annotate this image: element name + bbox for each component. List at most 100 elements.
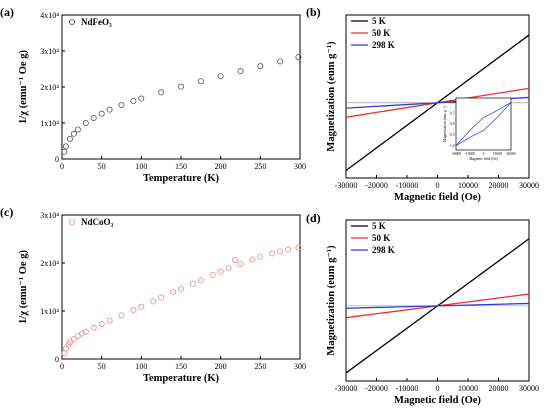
data-point — [74, 126, 81, 133]
data-point — [138, 95, 145, 102]
data-point — [62, 143, 69, 150]
x-tick-label: -30000 — [335, 384, 358, 393]
inset-x-tick-label: 15000 — [493, 152, 502, 156]
x-tick-label: 10000 — [458, 384, 478, 393]
inset-y-tick-label: -1.0 — [449, 144, 455, 148]
inset-y-tick-label: 0.0 — [450, 122, 455, 126]
x-tick-label: 30000 — [519, 181, 539, 190]
x-tick-label: 10000 — [458, 181, 478, 190]
inset-x-tick-label: -15000 — [465, 152, 475, 156]
y-axis-title: 1/χ (emu⁻¹ Oe g) — [18, 50, 29, 124]
x-tick-label: 50 — [98, 362, 106, 371]
x-axis-title: Temperature (K) — [143, 373, 220, 384]
data-point — [197, 78, 204, 85]
x-tick-label: -30000 — [335, 181, 358, 190]
data-point — [118, 312, 125, 319]
panel-label: (b) — [306, 5, 321, 19]
chart-panel: (c) 0 50 100 150 200 250 300 0 1x10⁴ 2x10⁴ 3x10⁴ Tem… — [0, 205, 306, 384]
data-point — [231, 257, 238, 264]
data-point — [257, 253, 264, 260]
y-axis-title: Magnetization (eum g⁻¹) — [326, 245, 337, 356]
data-point — [66, 135, 73, 142]
plot-frame — [61, 214, 301, 360]
y-axis-title: Magnetization (eum g⁻¹) — [326, 41, 337, 152]
data-point — [158, 294, 165, 301]
data-point — [90, 114, 97, 121]
legend-marker — [69, 18, 76, 25]
data-point — [150, 298, 157, 305]
panel-label: (d) — [306, 211, 321, 225]
legend-label: 50 K — [372, 28, 390, 38]
y-tick-label: 1x10⁴ — [40, 119, 59, 128]
y-axis-title: 1/χ (emu⁻¹ Oe g) — [18, 250, 29, 324]
data-point — [82, 120, 89, 127]
y-tick-label: 4x10⁴ — [40, 11, 59, 20]
data-point — [237, 68, 244, 75]
y-tick-label: 0 — [55, 155, 59, 164]
data-point — [170, 289, 177, 296]
inset-loop-lower — [455, 102, 512, 146]
legend-label: 5 K — [372, 16, 386, 26]
inset-chart: -30000 -15000 0 15000 30000 -1.0 -0.5 0.0 0.5 1.0… — [443, 97, 516, 161]
inset-x-tick-label: 0 — [483, 152, 485, 156]
y-tick-label: 2x10⁴ — [40, 83, 59, 92]
x-tick-label: 200 — [215, 162, 227, 171]
panel-label: (a) — [0, 5, 14, 19]
data-point — [106, 106, 113, 113]
data-point — [106, 317, 113, 324]
data-point — [98, 110, 105, 117]
legend-label: NdCoO₃ — [81, 217, 114, 227]
data-point — [217, 268, 224, 275]
data-point — [98, 320, 105, 327]
x-tick-label: -10000 — [396, 181, 419, 190]
chart-panel: (a) 0 50 100 150 200 250 300 0 1x10⁴ 2x10⁴ 3x10⁴ 4x1… — [0, 5, 306, 184]
data-point — [237, 260, 244, 267]
legend-label: NdFeO₃ — [81, 17, 112, 27]
x-tick-label: 0 — [436, 181, 440, 190]
inset-loop-upper — [455, 102, 512, 146]
legend-label: 298 K — [372, 245, 395, 255]
x-tick-label: 0 — [436, 384, 440, 393]
x-tick-label: 30000 — [519, 384, 539, 393]
x-tick-label: 20000 — [489, 384, 509, 393]
data-point — [209, 271, 216, 278]
x-tick-label: 250 — [254, 162, 266, 171]
data-point — [90, 324, 97, 331]
data-point — [158, 89, 165, 96]
x-tick-label: 20000 — [489, 181, 509, 190]
inset-y-axis-title: Magnetization (emu g⁻¹) — [443, 105, 447, 142]
y-tick-label: 3x10⁴ — [40, 47, 59, 56]
x-tick-label: 0 — [60, 162, 64, 171]
data-point — [257, 63, 264, 70]
y-tick-label: 0 — [55, 355, 59, 364]
x-tick-label: -20000 — [365, 181, 388, 190]
data-point — [285, 246, 292, 253]
legend-marker — [69, 218, 76, 225]
series-line — [345, 302, 530, 309]
inset-x-tick-label: 30000 — [507, 152, 516, 156]
x-axis-title: Temperature (K) — [143, 173, 220, 184]
x-tick-label: 50 — [98, 162, 106, 171]
x-tick-label: 0 — [60, 362, 64, 371]
chart-panel: (b) -30000 -20000 -10000 0 10000 20000 30000 Mag… — [306, 5, 539, 203]
inset-y-tick-label: 0.5 — [450, 111, 455, 115]
inset-frame — [455, 97, 512, 151]
x-tick-label: 150 — [175, 362, 187, 371]
y-tick-label: 3x10⁴ — [40, 211, 59, 220]
legend-label: 5 K — [372, 221, 386, 231]
data-point — [295, 54, 302, 61]
x-axis-title: Magnetic field (Oe) — [394, 395, 481, 406]
data-point — [138, 303, 145, 310]
plot-frame — [61, 14, 301, 160]
data-point — [249, 256, 256, 263]
x-tick-label: 100 — [135, 362, 147, 371]
x-tick-label: 150 — [175, 162, 187, 171]
data-point — [118, 102, 125, 109]
data-point — [217, 73, 224, 80]
x-tick-label: 200 — [215, 362, 227, 371]
data-point — [177, 83, 184, 90]
data-point — [189, 280, 196, 287]
inset-y-tick-label: 1.0 — [450, 101, 455, 105]
y-tick-label: 1x10⁴ — [40, 307, 59, 316]
x-tick-label: 100 — [135, 162, 147, 171]
